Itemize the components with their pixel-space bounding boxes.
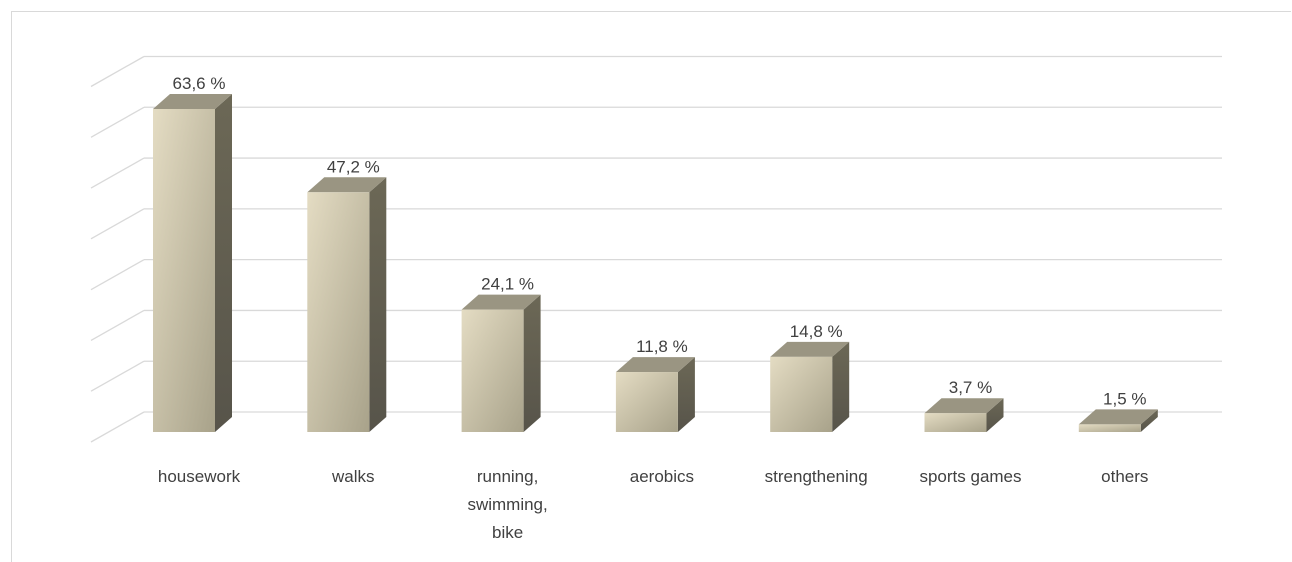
bar-top: [770, 341, 850, 357]
bar-side: [832, 341, 850, 432]
data-label: 3,7 %: [949, 378, 992, 397]
data-label: 11,8 %: [636, 337, 688, 356]
bar-top: [615, 357, 695, 373]
bar: [924, 398, 1004, 432]
bar: [153, 94, 232, 432]
bar-side: [677, 357, 695, 432]
gridline-depth: [90, 157, 145, 189]
category-label: sports games: [919, 467, 1021, 486]
bar-front: [770, 356, 833, 432]
category-label: running, swimming, bike: [467, 467, 547, 542]
bar-top: [153, 94, 232, 109]
bar-side: [369, 177, 387, 432]
category-label-line: running,: [477, 467, 538, 486]
bar: [461, 294, 541, 432]
bar-side: [986, 398, 1004, 432]
gridline-depth: [90, 259, 145, 291]
bar-front: [924, 413, 987, 432]
gridline-depth: [90, 55, 145, 88]
category-label: strengthening: [765, 467, 868, 486]
category-label-line: strengthening: [765, 467, 868, 486]
bar: [770, 341, 850, 432]
data-label: 14,8 %: [790, 322, 843, 341]
category-label-line: aerobics: [630, 467, 694, 486]
category-labels: housework walks running, swimming, bike aerob…: [158, 467, 1149, 542]
category-label: walks: [331, 467, 375, 486]
data-label: 24,1 %: [481, 275, 534, 294]
gridline-depth: [90, 360, 145, 392]
category-label: housework: [158, 467, 241, 486]
bar-front: [1078, 424, 1141, 432]
bar-top: [307, 177, 387, 193]
bar-top: [1078, 409, 1158, 425]
data-label: 1,5 %: [1103, 389, 1146, 408]
bar-front: [307, 192, 370, 432]
gridline-depth: [90, 309, 145, 341]
bar-front: [461, 309, 524, 432]
category-label: others: [1101, 467, 1148, 486]
bar-front: [615, 372, 678, 432]
gridline-depth: [90, 411, 145, 443]
category-label-line: housework: [158, 467, 241, 486]
category-label-line: sports games: [919, 467, 1021, 486]
data-labels: 63,6 % 47,2 % 24,1 % 11,8 % 14,8 % 3,7 % 1,5 %: [173, 74, 1147, 408]
bar: [307, 177, 387, 432]
category-label: aerobics: [630, 467, 694, 486]
category-label-line: swimming,: [467, 495, 547, 514]
gridline-depth: [90, 208, 145, 240]
category-label-line: walks: [331, 467, 375, 486]
bar-front: [153, 109, 215, 432]
gridline-depth: [90, 106, 145, 138]
category-label-line: others: [1101, 467, 1148, 486]
bar-side: [215, 94, 232, 432]
bar-top: [924, 398, 1004, 414]
bar: [615, 357, 695, 432]
data-label: 63,6 %: [173, 74, 226, 93]
bar-top: [461, 294, 541, 310]
data-label: 47,2 %: [327, 157, 380, 176]
bar: [1078, 409, 1158, 432]
bar-side: [1140, 409, 1158, 432]
category-label-line: bike: [492, 523, 523, 542]
bar-side: [523, 294, 541, 432]
bars: [153, 94, 1158, 432]
